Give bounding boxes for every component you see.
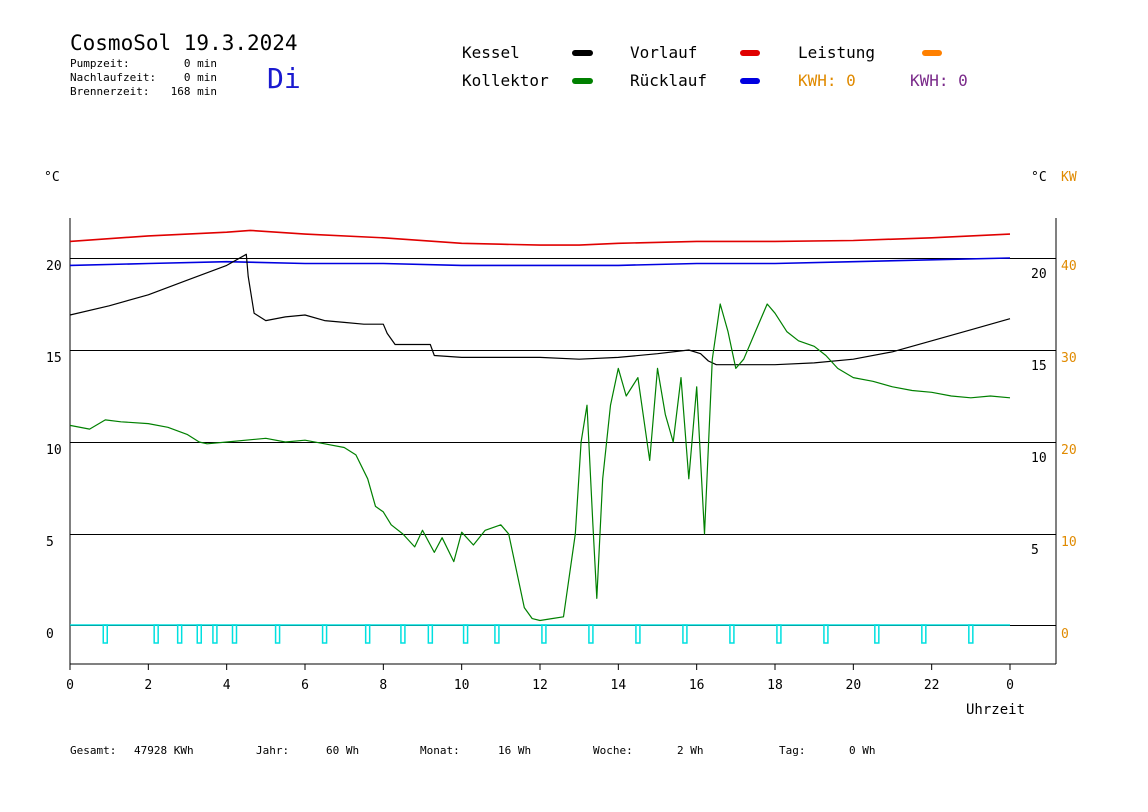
series-line-kollektor: [69, 303, 1011, 622]
legend: Kessel Vorlauf Leistung Kollektor Rückla…: [462, 43, 968, 90]
x-tick-label-4: 8: [379, 678, 387, 693]
footer-label-gesamt: Gesamt:: [70, 744, 116, 757]
legend-label-vorlauf: Vorlauf: [630, 43, 697, 62]
y-right-tick-15: 15: [1031, 359, 1047, 374]
pump-pulse-3: [196, 624, 202, 644]
info-value-nachlaufzeit: 0 min: [184, 71, 217, 84]
series-line-vorlauf: [69, 229, 1011, 246]
pump-pulse-2: [176, 624, 183, 644]
x-tick-label-8: 16: [689, 678, 705, 693]
y-left-tick-15: 15: [46, 351, 62, 366]
x-tick-label-7: 14: [611, 678, 627, 693]
series-line-kessel: [69, 253, 1011, 366]
pump-pulse-8: [364, 624, 371, 644]
legend-label-leistung: Leistung: [798, 43, 875, 62]
pump-pulse-1: [153, 624, 159, 644]
legend-label-kessel: Kessel: [462, 43, 520, 62]
x-tick-label-10: 20: [846, 678, 862, 693]
footer-stats: Gesamt: 47928 KWh Jahr: 60 Wh Monat: 16 …: [70, 744, 876, 757]
y-left-tick-20: 20: [46, 259, 62, 274]
x-axis-title: Uhrzeit: [966, 702, 1025, 718]
x-tick-label-5: 10: [454, 678, 470, 693]
footer-value-woche: 2 Wh: [677, 744, 704, 757]
day-label: Di: [267, 62, 301, 95]
kwh-label-1: KWH: 0: [798, 71, 856, 90]
legend-label-ruecklauf: Rücklauf: [630, 71, 707, 90]
y-right-tick-20: 20: [1031, 267, 1047, 282]
x-tick-label-2: 4: [223, 678, 231, 693]
pump-pulse-5: [231, 624, 238, 644]
pump-pulse-9: [400, 624, 406, 644]
y-right-tick-5: 5: [1031, 543, 1039, 558]
pump-pulse-20: [874, 624, 880, 644]
y-left-tick-10: 10: [46, 443, 62, 458]
footer-label-monat: Monat:: [420, 744, 460, 757]
y-right-kw-tick-0: 0: [1061, 627, 1069, 642]
info-label-brennerzeit: Brennerzeit:: [70, 85, 149, 98]
x-tick-label-11: 22: [924, 678, 940, 693]
pump-pulse-12: [494, 624, 500, 644]
series-lines: [69, 229, 1011, 622]
pump-pulse-14: [588, 624, 594, 644]
pump-pulse-4: [212, 624, 218, 644]
series-line-ruecklauf: [69, 257, 1011, 267]
x-tick-label-9: 18: [767, 678, 783, 693]
x-ticks: 0 2 4 6 8 10 12 14 16 18 20 22 0: [66, 664, 1014, 693]
pump-pulse-10: [427, 624, 434, 644]
pump-pulse-22: [968, 624, 974, 644]
pump-pulse-17: [729, 624, 735, 644]
y-right-kw-tick-30: 30: [1061, 351, 1077, 366]
x-tick-label-3: 6: [301, 678, 309, 693]
pump-pulse-11: [462, 624, 469, 644]
info-label-pumpzeit: Pumpzeit:: [70, 57, 130, 70]
x-tick-label-12: 0: [1006, 678, 1014, 693]
footer-label-jahr: Jahr:: [256, 744, 289, 757]
info-value-brennerzeit: 168 min: [171, 85, 217, 98]
gridlines: [70, 258, 1056, 626]
pump-pulses: [70, 624, 1010, 644]
pump-pulse-21: [921, 624, 927, 644]
x-tick-label-6: 12: [532, 678, 548, 693]
right-axis-unit-kw: KW: [1061, 170, 1077, 185]
footer-label-tag: Tag:: [779, 744, 806, 757]
y-tick-labels: 0 5 10 15 20 5 10 15 20 0 10 20 30 40: [46, 259, 1077, 642]
pump-pulse-15: [635, 624, 641, 644]
pump-pulse-16: [682, 624, 688, 644]
pump-pulse-7: [321, 624, 328, 644]
pump-pulse-0: [102, 624, 108, 644]
info-value-pumpzeit: 0 min: [184, 57, 217, 70]
x-tick-label-1: 2: [144, 678, 152, 693]
kwh-label-2: KWH: 0: [910, 71, 968, 90]
info-label-nachlaufzeit: Nachlaufzeit:: [70, 71, 156, 84]
footer-label-woche: Woche:: [593, 744, 633, 757]
footer-value-gesamt: 47928 KWh: [134, 744, 194, 757]
right-axis-unit-celsius: °C: [1031, 170, 1047, 185]
legend-label-kollektor: Kollektor: [462, 71, 549, 90]
footer-value-monat: 16 Wh: [498, 744, 531, 757]
y-right-kw-tick-10: 10: [1061, 535, 1077, 550]
left-axis-unit: °C: [44, 170, 60, 185]
x-tick-label-0: 0: [66, 678, 74, 693]
footer-value-jahr: 60 Wh: [326, 744, 359, 757]
info-block: Pumpzeit: 0 min Nachlaufzeit: 0 min Bren…: [70, 57, 217, 98]
footer-value-tag: 0 Wh: [849, 744, 876, 757]
chart-title: CosmoSol 19.3.2024: [70, 31, 298, 55]
pump-pulse-6: [274, 624, 281, 644]
y-right-tick-10: 10: [1031, 451, 1047, 466]
pump-pulse-13: [541, 624, 547, 644]
y-left-tick-5: 5: [46, 535, 54, 550]
y-left-tick-0: 0: [46, 627, 54, 642]
y-right-kw-tick-20: 20: [1061, 443, 1077, 458]
pump-pulse-18: [776, 624, 782, 644]
pump-pulse-19: [823, 624, 829, 644]
y-right-kw-tick-40: 40: [1061, 259, 1077, 274]
